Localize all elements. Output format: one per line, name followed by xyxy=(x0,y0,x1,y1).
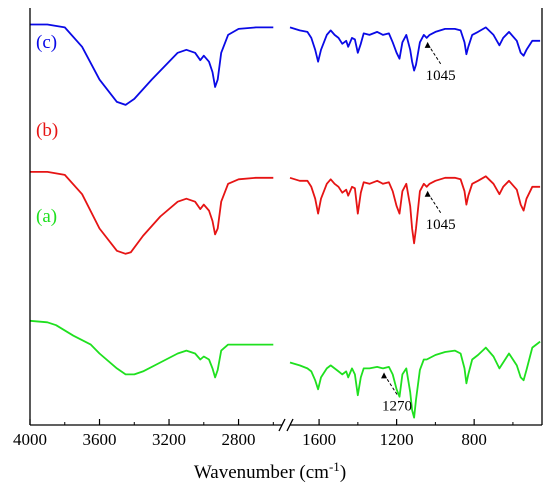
x-tick-label: 1600 xyxy=(302,430,336,449)
x-axis-title: Wavenumber (cm-1) xyxy=(194,459,346,483)
series-label-a: (a) xyxy=(36,206,57,227)
series-label-c: (c) xyxy=(36,32,57,53)
series-line-b-segment-0 xyxy=(30,171,274,255)
annotation-arrowhead xyxy=(424,190,431,197)
annotations: 1045 1045 1270 xyxy=(381,41,456,414)
plot-area xyxy=(29,23,541,419)
x-axis: 4000 3600 3200 2800 1600 1200 800 xyxy=(13,8,543,449)
series-label-b: (b) xyxy=(36,120,58,141)
annotation-arrowhead xyxy=(381,372,388,379)
series-line-c-segment-1 xyxy=(289,26,541,72)
annotation-label: 1270 xyxy=(382,398,412,414)
series-line-b-segment-1 xyxy=(289,175,541,245)
series-line-a-segment-0 xyxy=(29,319,274,379)
axis-break-mark xyxy=(286,418,294,432)
series-line-c-segment-0 xyxy=(30,23,274,106)
annotation-label: 1045 xyxy=(426,217,456,233)
series-line-a-segment-1 xyxy=(289,340,541,419)
annotation-arrow xyxy=(427,43,442,65)
axis-break-mark xyxy=(278,418,286,432)
x-tick-label: 2800 xyxy=(222,430,256,449)
annotation-arrow xyxy=(427,192,442,214)
annotation-arrow xyxy=(383,374,398,395)
x-tick-label: 3200 xyxy=(152,430,186,449)
x-tick-label: 4000 xyxy=(13,430,47,449)
x-tick-label: 3600 xyxy=(83,430,117,449)
series-labels: (c) (b) (a) xyxy=(36,32,58,227)
annotation-label: 1045 xyxy=(426,68,456,84)
x-tick-label: 1200 xyxy=(380,430,414,449)
annotation-arrowhead xyxy=(424,41,431,48)
x-tick-label: 800 xyxy=(461,430,487,449)
